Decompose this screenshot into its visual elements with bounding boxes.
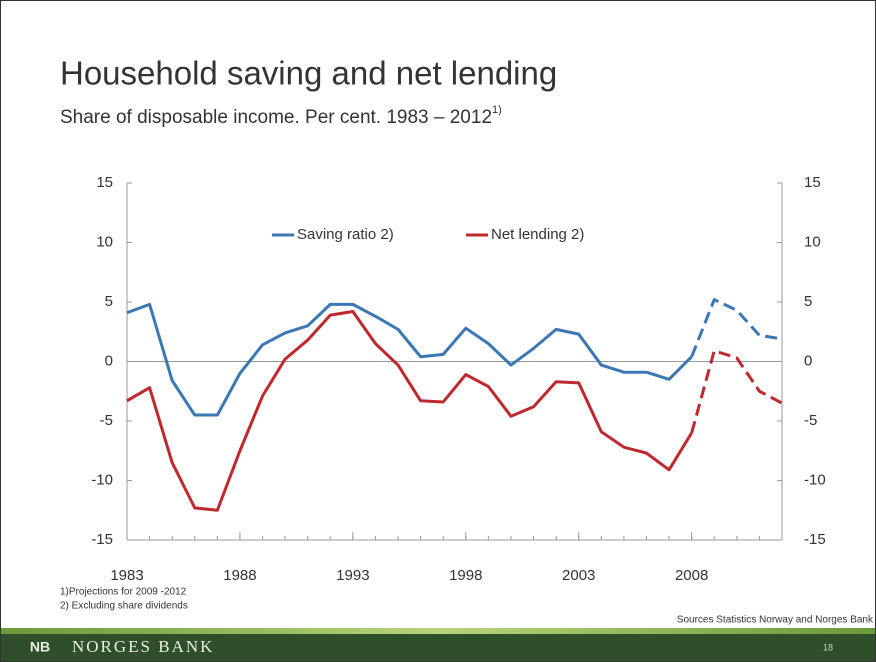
x-tick-label: 1988 <box>223 567 256 584</box>
x-tick-label: 2003 <box>562 567 595 584</box>
y-tick-label: -5 <box>100 412 113 429</box>
chart-title: Household saving and net lending <box>60 55 557 92</box>
y2-tick-label: -10 <box>804 471 826 488</box>
y2-tick-label: 5 <box>804 293 812 310</box>
y2-tick-label: 15 <box>804 174 821 191</box>
y-tick-label: 0 <box>105 352 113 369</box>
x-tick-label: 1983 <box>110 567 143 584</box>
x-tick-label: 1998 <box>449 567 482 584</box>
subtitle-text: Share of disposable income. Per cent. 19… <box>60 107 492 128</box>
legend-label: Saving ratio 2) <box>297 226 394 243</box>
footer-text: NORGES BANK <box>72 637 214 656</box>
y-tick-label: 15 <box>96 174 113 191</box>
x-tick-label: 1993 <box>336 567 369 584</box>
x-tick-label: 2008 <box>675 567 708 584</box>
logo: NB <box>30 639 50 655</box>
footnote: 1)Projections for 2009 -2012 <box>60 587 187 598</box>
y2-tick-label: -5 <box>804 412 817 429</box>
series-line-projection <box>690 349 783 434</box>
chart-subtitle: Share of disposable income. Per cent. 19… <box>60 104 502 128</box>
footer-bar <box>1 634 875 661</box>
y2-tick-label: -15 <box>804 531 826 548</box>
y-tick-label: -10 <box>91 471 113 488</box>
y-tick-label: 5 <box>105 293 113 310</box>
footer-stripe <box>1 628 875 634</box>
y-tick-label: 10 <box>96 233 113 250</box>
source: Sources Statistics Norway and Norges Ban… <box>677 615 874 626</box>
y2-tick-label: 0 <box>804 352 812 369</box>
subtitle-note: 1) <box>492 104 502 116</box>
page-number: 18 <box>823 642 833 652</box>
series-line <box>126 310 693 512</box>
series-line <box>126 302 693 417</box>
footnote: 2) Excluding share dividends <box>60 601 188 612</box>
y-tick-label: -15 <box>91 531 113 548</box>
series-line-projection <box>690 298 783 358</box>
y2-tick-label: 10 <box>804 233 821 250</box>
legend-label: Net lending 2) <box>491 226 584 243</box>
